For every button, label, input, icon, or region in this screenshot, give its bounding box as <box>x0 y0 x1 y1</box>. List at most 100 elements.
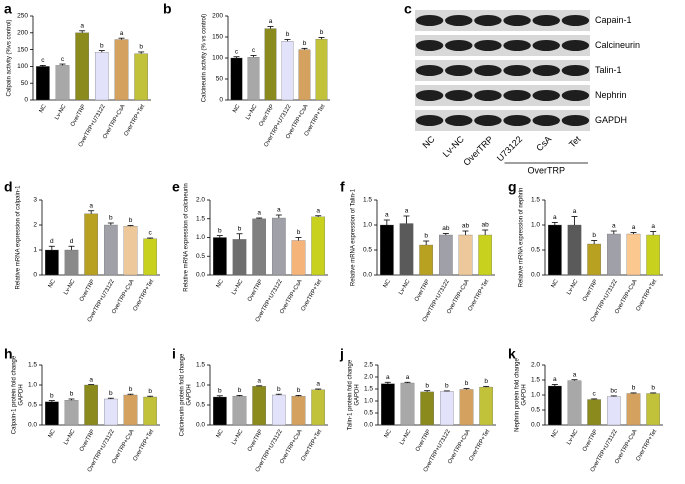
significance-letter: c <box>61 56 65 63</box>
lane-label: Lv-NC <box>441 134 466 159</box>
x-tick-label: OverTRP+Tet <box>132 428 155 462</box>
significance-letter: b <box>320 29 324 36</box>
y-tick-label: 0.0 <box>531 272 540 279</box>
bar <box>646 234 661 276</box>
bar <box>400 382 415 426</box>
panel-label: c <box>404 1 412 17</box>
lane-label: Tet <box>567 134 583 150</box>
significance-letter: a <box>269 18 273 25</box>
x-tick-label: NC <box>551 279 560 289</box>
bar <box>281 41 294 101</box>
significance-letter: a <box>573 371 577 378</box>
y-axis-label: Relative mRNA expression of calcineurin <box>184 183 190 291</box>
y-tick-label: 0.5 <box>28 402 37 409</box>
bar <box>311 216 326 276</box>
y-tick-label: 0.0 <box>196 422 205 429</box>
bar <box>606 233 621 276</box>
significance-letter: a <box>553 214 557 221</box>
significance-letter: b <box>277 386 281 393</box>
y-tick-label: 0.0 <box>28 422 37 429</box>
significance-letter: a <box>632 224 636 231</box>
significance-letter: a <box>120 30 124 37</box>
x-tick-label: NC <box>216 279 225 289</box>
bar <box>458 234 473 276</box>
y-tick-label: 1.0 <box>363 222 372 229</box>
y-tick-label: 1.5 <box>531 377 540 384</box>
blot-band <box>474 40 502 51</box>
bar <box>44 249 59 276</box>
lane-label: U73122 <box>495 134 524 163</box>
significance-letter: d <box>70 238 74 245</box>
bar <box>84 384 99 426</box>
bar <box>606 396 621 426</box>
x-tick-label: NC <box>216 429 225 439</box>
bar <box>587 399 602 426</box>
y-tick-label: 1.0 <box>196 234 205 241</box>
x-tick-label: NC <box>48 429 57 439</box>
lane-label: OverTRP <box>461 134 495 168</box>
panel-label: k <box>508 346 516 362</box>
y-tick-label: 0.0 <box>363 272 372 279</box>
blot-band <box>474 115 502 126</box>
blot-band <box>445 65 473 76</box>
y-tick-label: 0.0 <box>364 422 373 429</box>
bar <box>103 398 118 426</box>
bar <box>212 237 227 276</box>
bar <box>479 386 494 426</box>
blot-band <box>415 90 444 101</box>
x-tick-label: OverTRP <box>247 429 264 453</box>
blot-band <box>503 65 531 76</box>
x-tick-label: OverTRP <box>79 429 96 453</box>
significance-letter: b <box>424 233 428 240</box>
x-tick-label: NC <box>232 104 241 114</box>
significance-letter: b <box>129 386 133 393</box>
blot-band <box>445 90 473 101</box>
blot-band <box>415 115 444 126</box>
bar <box>123 226 138 276</box>
significance-letter: b <box>286 31 290 38</box>
bar <box>379 224 394 276</box>
bar <box>94 52 109 101</box>
blot-band <box>561 15 590 26</box>
y-axis-label: Relative mRNA expression of nephrin <box>519 188 525 288</box>
panel-label: e <box>172 179 180 195</box>
blot-band <box>474 15 502 26</box>
y-axis-label: Talin-1 protein fold change <box>348 359 354 430</box>
significance-letter: b <box>70 391 74 398</box>
blot-band <box>532 40 560 51</box>
significance-letter: bc <box>610 388 618 395</box>
significance-letter: a <box>80 23 84 30</box>
panel-label: g <box>508 179 517 195</box>
significance-letter: a <box>316 207 320 214</box>
significance-letter: b <box>139 44 143 51</box>
significance-letter: a <box>553 376 557 383</box>
blot-band <box>503 40 531 51</box>
bar <box>626 393 641 426</box>
significance-letter: a <box>386 374 390 381</box>
significance-letter: b <box>303 40 307 47</box>
y-tick-label: 1.5 <box>28 362 37 369</box>
y-axis-label: Relative mRNA expression of Talin-1 <box>351 188 357 286</box>
x-tick-label: Lv-NC <box>231 279 244 296</box>
x-tick-label: Lv-NC <box>398 279 411 296</box>
significance-letter: b <box>109 390 113 397</box>
bar <box>626 233 641 276</box>
blot-band <box>503 90 531 101</box>
significance-letter: a <box>612 223 616 230</box>
x-tick-label: OverTRP+Tet <box>132 278 155 312</box>
y-tick-label: 2 <box>33 222 37 229</box>
significance-letter: b <box>218 227 222 234</box>
y-tick-label: 100 <box>17 63 28 70</box>
significance-letter: a <box>257 210 261 217</box>
bar <box>247 57 260 101</box>
bar <box>567 380 582 426</box>
bar <box>420 391 435 426</box>
bar <box>271 217 286 276</box>
x-tick-label: OverTRP+Tet <box>123 103 146 137</box>
bar <box>315 38 328 101</box>
significance-letter: a <box>651 223 655 230</box>
blot-band <box>561 115 590 126</box>
significance-letter: ab <box>462 223 470 230</box>
bar <box>399 223 414 276</box>
x-tick-label: OverTRP <box>414 279 431 303</box>
